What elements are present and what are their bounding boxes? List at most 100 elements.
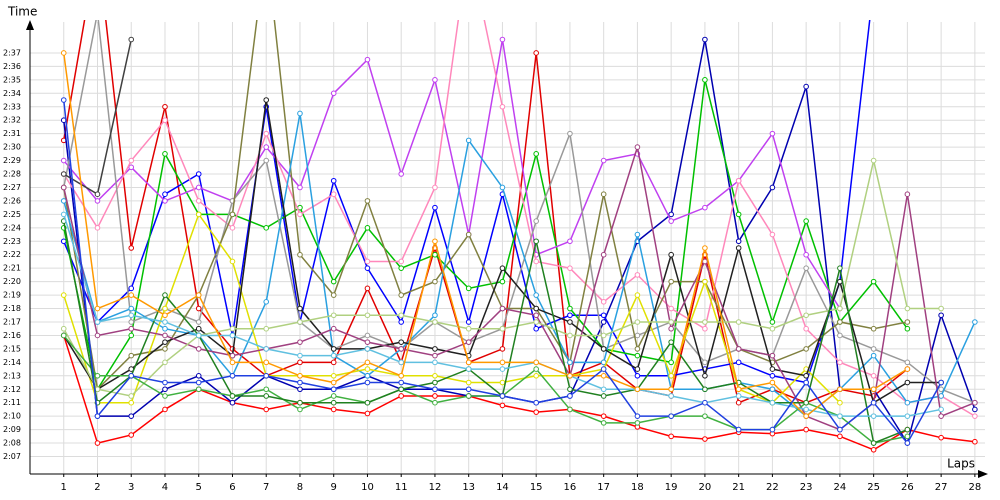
y-tick-label: 2:35	[3, 75, 21, 84]
data-point	[702, 386, 708, 393]
data-point	[735, 211, 742, 218]
data-point	[162, 406, 168, 413]
data-point	[364, 346, 371, 352]
data-point	[769, 386, 776, 393]
x-tick-label: 23	[800, 482, 813, 493]
data-point	[533, 359, 539, 366]
data-point	[94, 191, 101, 197]
data-point	[499, 379, 506, 386]
data-point	[803, 426, 809, 433]
data-point	[162, 332, 168, 339]
data-point	[128, 413, 135, 419]
data-point	[432, 346, 438, 352]
data-point	[600, 332, 607, 339]
data-point	[567, 265, 573, 271]
data-point	[870, 346, 877, 352]
data-point	[870, 440, 877, 446]
data-point	[263, 299, 270, 305]
data-point	[398, 346, 405, 352]
data-point	[499, 103, 506, 110]
y-tick-label: 2:26	[3, 196, 21, 205]
data-point	[330, 346, 337, 352]
data-point	[904, 305, 911, 312]
data-point	[499, 359, 506, 366]
data-point	[702, 319, 708, 325]
data-point	[735, 399, 742, 406]
data-point	[600, 346, 607, 352]
data-point	[600, 299, 607, 305]
series-line	[63, 20, 976, 404]
data-point	[634, 292, 641, 298]
data-point	[162, 325, 168, 332]
y-tick-label: 2:25	[3, 210, 21, 219]
data-point	[364, 372, 371, 379]
data-point	[364, 312, 371, 319]
data-point	[938, 434, 944, 441]
data-point	[837, 386, 843, 393]
data-point	[499, 305, 506, 312]
series-line	[63, 146, 976, 431]
data-point	[330, 379, 337, 386]
y-tick-label: 2:28	[3, 170, 21, 179]
data-point	[634, 346, 641, 352]
y-tick-label: 2:30	[3, 143, 21, 152]
data-point	[735, 426, 742, 433]
data-point	[499, 36, 506, 43]
x-tick-label: 28	[969, 482, 982, 493]
data-point	[432, 399, 438, 406]
data-point	[567, 393, 573, 399]
data-point	[297, 379, 303, 386]
data-point	[803, 379, 809, 386]
data-point	[499, 366, 506, 372]
data-point	[330, 325, 337, 332]
data-point	[702, 372, 708, 379]
data-point	[162, 359, 168, 366]
data-point	[162, 379, 168, 386]
data-point	[229, 352, 236, 359]
data-point	[364, 332, 371, 339]
data-point	[735, 177, 742, 184]
data-point	[803, 413, 809, 419]
data-point	[600, 251, 607, 258]
data-point	[702, 258, 708, 265]
data-point	[297, 319, 303, 325]
data-point	[972, 319, 978, 325]
data-point	[668, 339, 674, 345]
data-point	[938, 379, 944, 386]
data-point	[870, 325, 877, 332]
data-point	[432, 319, 438, 325]
y-tick-label: 2:11	[3, 398, 21, 407]
data-point	[364, 359, 371, 366]
data-point	[162, 346, 168, 352]
data-point	[533, 409, 539, 415]
series-line	[63, 20, 908, 404]
data-point	[465, 379, 472, 386]
data-point	[297, 305, 303, 312]
data-point	[60, 157, 67, 164]
y-axis-arrow	[26, 20, 34, 30]
data-point	[229, 372, 236, 379]
data-point	[870, 157, 877, 164]
x-tick-label: 22	[766, 482, 779, 493]
data-point	[297, 339, 303, 345]
data-point	[634, 319, 641, 325]
data-point	[600, 157, 607, 164]
data-point	[702, 204, 708, 211]
data-point	[600, 312, 607, 319]
data-point	[128, 36, 135, 43]
y-tick-label: 2:16	[3, 331, 21, 340]
data-point	[567, 305, 573, 312]
data-point	[735, 393, 742, 399]
data-point	[297, 110, 303, 117]
data-point	[60, 171, 67, 177]
data-point	[769, 130, 776, 137]
data-point	[904, 433, 911, 440]
data-point	[904, 379, 911, 386]
data-point	[600, 319, 607, 325]
data-point	[94, 372, 101, 379]
data-point	[128, 399, 135, 406]
data-point	[128, 372, 135, 379]
y-tick-label: 2:36	[3, 62, 21, 71]
data-point	[938, 305, 944, 312]
